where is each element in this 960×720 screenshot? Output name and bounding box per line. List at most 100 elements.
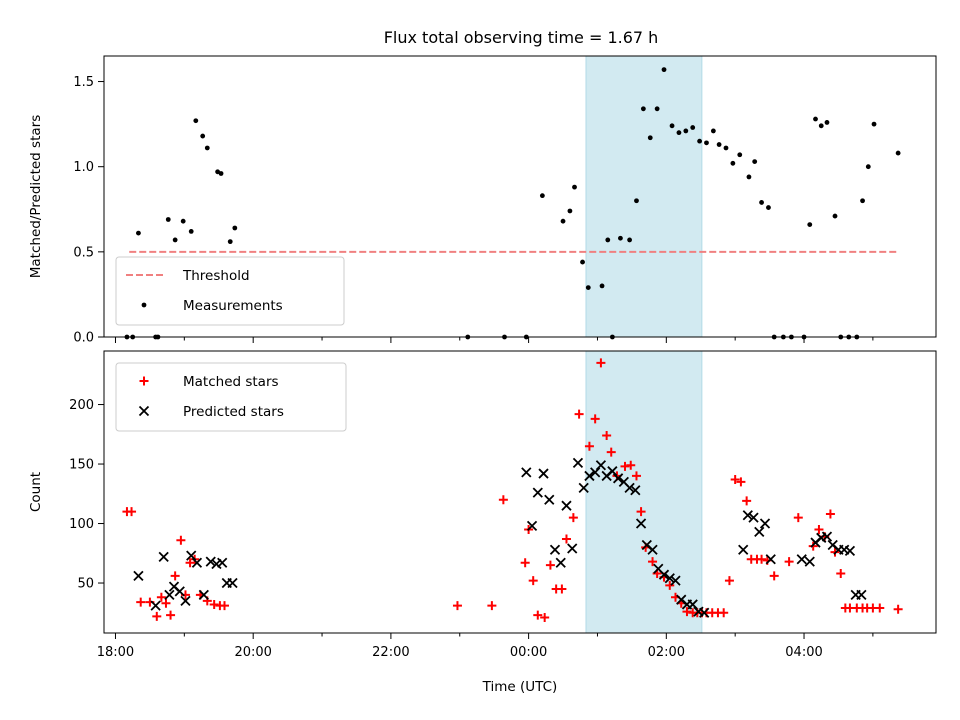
predicted-star-point: [754, 526, 765, 537]
matched-star-point: [724, 576, 734, 586]
predicted-star-point: [561, 500, 572, 511]
matched-star-point: [636, 507, 646, 517]
matched-star-point: [561, 534, 571, 544]
measurement-point: [759, 200, 764, 205]
legend-marker-swatch: [141, 302, 147, 308]
predicted-star-point: [186, 550, 197, 561]
predicted-star-point: [630, 485, 641, 496]
measurement-point: [232, 225, 238, 231]
matched-star-point: [814, 524, 824, 534]
matched-star-point: [836, 569, 846, 579]
matched-star-point: [584, 441, 594, 451]
predicted-star-point: [544, 494, 555, 505]
predicted-star-point: [164, 589, 175, 601]
measurement-point: [204, 145, 210, 151]
measurement-point: [752, 159, 758, 164]
ratio-axes-frame: [103, 55, 937, 338]
predicted-star-point: [687, 599, 698, 610]
count-legend: Matched stars Predicted stars: [115, 362, 347, 432]
matched-star-point: [498, 495, 508, 505]
measurement-point: [871, 121, 877, 127]
measurement-point: [818, 123, 824, 129]
count-panel: 18:00 20:00 22:00 00:00 02:00 04:00 50 100 150 2…: [28, 350, 937, 695]
measurement-point: [572, 184, 577, 190]
predicted-star-point: [595, 460, 607, 471]
y-tick-label: 50: [77, 577, 94, 592]
matched-star-point: [808, 541, 818, 551]
matched-star-point: [793, 513, 803, 523]
measurement-point: [697, 138, 702, 144]
x-tick-label: 00:00: [510, 645, 547, 660]
measurement-point: [661, 67, 667, 73]
predicted-star-point: [821, 531, 833, 542]
ratio-series: [124, 67, 901, 340]
matched-star-point: [682, 607, 692, 617]
matched-star-point: [626, 460, 636, 470]
count-axes-frame: [103, 350, 937, 634]
predicted-star-point: [759, 518, 771, 529]
matched-star-point: [533, 610, 543, 620]
measurement-point: [716, 142, 722, 147]
predicted-star-point: [227, 577, 238, 589]
predicted-star-point: [521, 467, 532, 478]
predicted-star-point: [699, 607, 710, 618]
measurement-point: [669, 123, 675, 129]
y-tick-label: 0.0: [73, 331, 94, 346]
ratio-x-ticks: [114, 337, 874, 343]
predicted-star-point: [856, 589, 867, 601]
predicted-star-point: [804, 556, 815, 567]
count-y-axis-label: Count: [28, 472, 44, 512]
matched-star-point: [452, 601, 462, 611]
matched-star-point: [665, 580, 675, 590]
measurement-point: [683, 128, 689, 134]
measurement-point: [746, 174, 752, 180]
predicted-star-point: [578, 482, 589, 493]
predicted-star-point: [765, 554, 776, 565]
matched-star-point: [545, 560, 555, 570]
predicted-star-point: [191, 557, 203, 568]
measurement-point: [585, 285, 591, 291]
matched-star-point: [520, 558, 530, 568]
predicted-star-point: [549, 544, 561, 555]
predicted-star-point: [635, 518, 647, 529]
predicted-star-point: [180, 595, 191, 607]
x-tick-label: 18:00: [97, 645, 134, 660]
legend-entry-label: Measurements: [183, 298, 283, 314]
matched-star-point: [606, 447, 616, 457]
y-tick-label: 100: [69, 517, 94, 532]
ratio-panel: 0.0 0.5 1.0 1.5 Matched/Predicted stars Thr…: [28, 55, 937, 346]
measurement-point: [730, 160, 736, 166]
predicted-star-point: [572, 457, 584, 468]
measurement-point: [634, 198, 639, 204]
matched-star-point: [784, 557, 794, 567]
measurement-point: [737, 152, 743, 158]
matched-star-point: [742, 496, 752, 506]
predicted-star-point: [150, 600, 161, 611]
y-tick-label: 1.5: [73, 75, 94, 90]
ratio-y-axis-label: Matched/Predicted stars: [28, 115, 44, 278]
matched-star-point: [528, 576, 538, 586]
matched-star-point: [176, 535, 186, 545]
matched-star-point: [136, 597, 146, 607]
measurement-point: [710, 128, 716, 134]
measurement-point: [895, 150, 901, 156]
y-tick-label: 0.5: [73, 245, 94, 260]
measurement-point: [865, 164, 871, 170]
matched-star-point: [875, 603, 885, 613]
x-tick-label: 02:00: [648, 645, 685, 660]
matched-star-point: [152, 611, 162, 621]
measurement-point: [227, 239, 233, 245]
predicted-star-point: [658, 569, 670, 580]
measurement-point: [567, 208, 573, 214]
matched-star-point: [161, 598, 171, 608]
predicted-star-point: [748, 512, 759, 523]
measurement-point: [832, 213, 838, 219]
predicted-star-point: [584, 470, 595, 482]
matched-star-point: [209, 599, 219, 609]
legend-entry-label: Threshold: [182, 268, 250, 284]
measurement-point: [580, 259, 585, 265]
measurement-point: [860, 198, 865, 204]
measurement-point: [172, 237, 178, 243]
x-tick-label: 20:00: [234, 645, 271, 660]
